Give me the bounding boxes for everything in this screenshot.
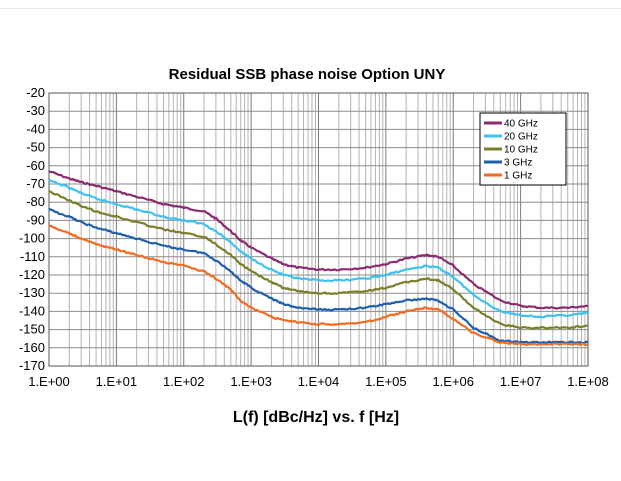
y-tick-label: -160: [19, 340, 45, 355]
y-tick-label: -170: [19, 358, 45, 373]
y-tick-label: -140: [19, 303, 45, 318]
y-tick-label: -80: [26, 194, 45, 209]
x-tick-label: 1.E+07: [500, 374, 542, 389]
series-line: [48, 190, 589, 330]
x-tick-label: 1.E+08: [567, 374, 609, 389]
gridlines: [48, 92, 588, 367]
y-tick-label: -130: [19, 285, 45, 300]
y-tick-label: -110: [20, 249, 45, 264]
y-tick-label: -120: [19, 267, 45, 282]
x-axis-ticks: 1.E+00 1.E+01 1.E+02 1.E+03 1.E+04 1.E+05 1.E+…: [28, 374, 609, 389]
series-line: [48, 178, 589, 319]
series-lines: [48, 170, 589, 347]
y-tick-label: -30: [26, 103, 45, 118]
series-line: [48, 224, 589, 347]
plot-border: [48, 92, 589, 367]
x-tick-label: 1.E+00: [28, 374, 70, 389]
legend-label: 20 GHz: [504, 132, 538, 143]
series-line: [48, 207, 589, 345]
y-axis-ticks: -20 -30 -40 -50 -60 -70 -80 -90 -100 -110 -120 -130…: [19, 85, 45, 373]
series-line: [48, 170, 588, 310]
legend-label: 10 GHz: [504, 145, 538, 156]
x-axis-label: L(f) [dBc/Hz] vs. f [Hz]: [233, 409, 399, 426]
legend-label: 40 GHz: [504, 119, 538, 130]
x-tick-label: 1.E+03: [230, 374, 272, 389]
y-tick-label: -50: [26, 140, 45, 155]
x-tick-label: 1.E+04: [298, 374, 340, 389]
y-tick-label: -90: [26, 212, 45, 227]
x-tick-label: 1.E+06: [432, 374, 474, 389]
y-tick-label: -40: [26, 121, 45, 136]
legend-label: 1 GHz: [504, 171, 532, 182]
y-tick-label: -60: [26, 158, 45, 173]
x-tick-label: 1.E+01: [96, 374, 138, 389]
legend: 40 GHz 20 GHz 10 GHz 3 GHz 1 GHz: [479, 112, 567, 186]
top-divider: [0, 8, 621, 9]
y-tick-label: -150: [19, 322, 45, 337]
chart-title: Residual SSB phase noise Option UNY: [169, 66, 446, 83]
x-tick-label: 1.E+05: [365, 374, 407, 389]
legend-label: 3 GHz: [504, 158, 532, 169]
y-tick-label: -70: [26, 176, 45, 191]
y-tick-label: -20: [26, 85, 45, 100]
x-tick-label: 1.E+02: [163, 374, 205, 389]
y-tick-label: -100: [19, 231, 45, 246]
